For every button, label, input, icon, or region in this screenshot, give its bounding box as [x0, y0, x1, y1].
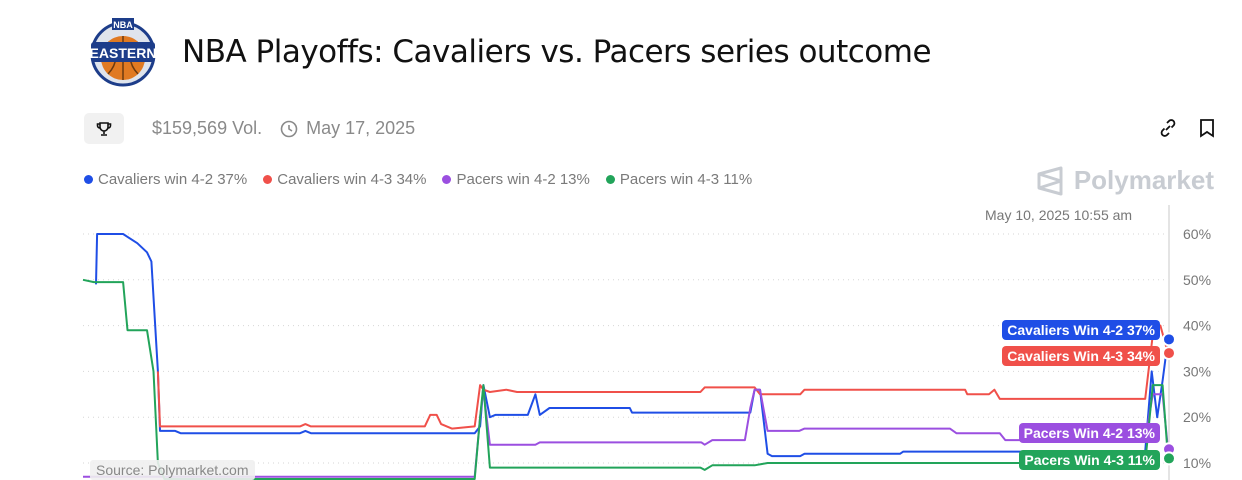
source-label: Source: Polymarket.com — [90, 460, 255, 480]
series-line — [156, 324, 1169, 430]
hover-date: May 10, 2025 10:55 am — [985, 207, 1133, 223]
series-value-tag: Cavaliers Win 4-2 37% — [1002, 320, 1160, 340]
series-value-tag: Cavaliers Win 4-3 34% — [1002, 346, 1160, 366]
svg-text:NBA: NBA — [113, 20, 133, 30]
trophy-button[interactable] — [84, 113, 124, 144]
y-tick-label: 50% — [1183, 272, 1211, 288]
legend-item: Pacers win 4-3 11% — [605, 171, 752, 188]
series-endpoint — [1162, 346, 1176, 361]
legend-item: Cavaliers win 4-3 34% — [263, 171, 426, 188]
y-tick-label: 60% — [1183, 226, 1211, 242]
polymarket-logo-icon — [1037, 166, 1063, 195]
series-line — [83, 388, 1169, 478]
y-tick-label: 10% — [1183, 455, 1211, 471]
end-date: May 17, 2025 — [306, 118, 416, 138]
clock-icon — [280, 120, 298, 137]
y-tick-label: 30% — [1183, 363, 1211, 379]
eastern-conference-logo: EASTERN NBA — [88, 16, 158, 88]
link-icon[interactable] — [1158, 118, 1178, 138]
svg-text:EASTERN: EASTERN — [90, 45, 157, 61]
series-endpoint — [1162, 451, 1176, 466]
bookmark-icon[interactable] — [1198, 118, 1216, 138]
volume: $159,569 Vol. — [152, 118, 263, 138]
polymarket-brand: Polymarket — [1036, 165, 1214, 196]
trophy-icon — [96, 121, 112, 136]
series-line — [82, 278, 1169, 480]
page-title: NBA Playoffs: Cavaliers vs. Pacers serie… — [182, 34, 932, 70]
series-endpoint — [1162, 332, 1176, 347]
series-value-tag: Pacers Win 4-3 11% — [1019, 450, 1160, 470]
chart-legend: Cavaliers win 4-2 37% Cavaliers win 4-3 … — [84, 171, 752, 188]
legend-item: Cavaliers win 4-2 37% — [84, 171, 247, 188]
y-tick-label: 40% — [1183, 318, 1211, 334]
series-value-tag: Pacers Win 4-2 13% — [1018, 423, 1160, 443]
y-tick-label: 20% — [1183, 409, 1211, 425]
legend-item: Pacers win 4-2 13% — [442, 171, 590, 188]
